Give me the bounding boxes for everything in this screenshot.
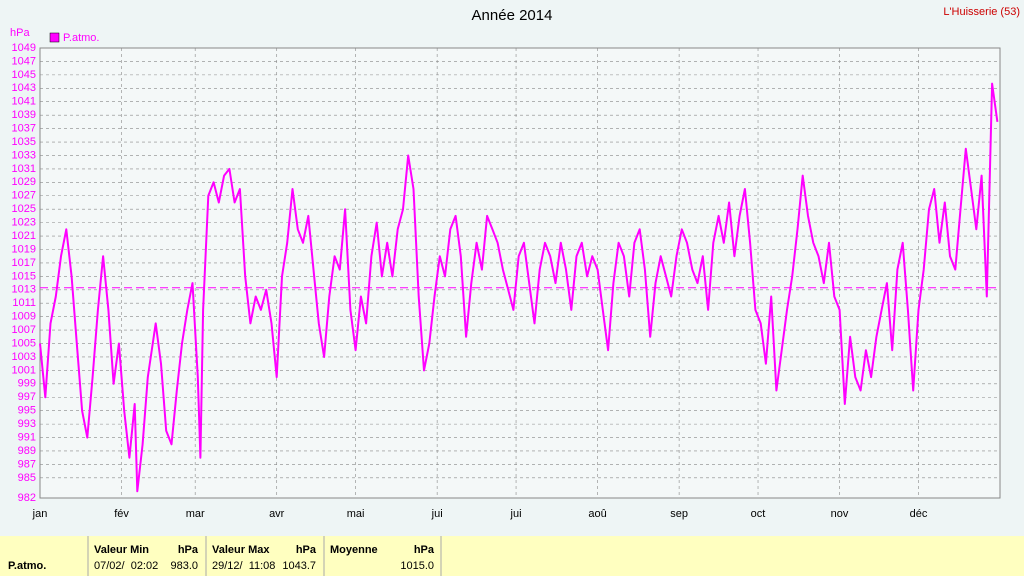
y-tick-label: 1023	[12, 217, 36, 229]
y-tick-label: 997	[18, 391, 36, 403]
y-tick-label: 989	[18, 445, 36, 457]
y-tick-label: 1007	[12, 324, 36, 336]
stats-value: 983.0	[170, 560, 198, 572]
y-tick-label: 1047	[12, 55, 36, 67]
y-tick-label: 999	[18, 378, 36, 390]
y-tick-label: 993	[18, 418, 36, 430]
station: L'Huisserie (53)	[943, 6, 1020, 18]
x-tick-label: sep	[670, 508, 688, 520]
x-tick-label: jan	[32, 508, 48, 520]
y-tick-label: 1029	[12, 176, 36, 188]
x-tick-label: mar	[186, 508, 205, 520]
data-line	[39, 82, 999, 493]
x-tick-label: fév	[114, 508, 129, 520]
y-tick-label: 1033	[12, 149, 36, 161]
y-tick-label: 1005	[12, 337, 36, 349]
x-tick-label: jui	[431, 508, 443, 520]
y-tick-label: 995	[18, 405, 36, 417]
y-tick-label: 1031	[12, 163, 36, 175]
stats-header: Moyenne	[330, 544, 378, 556]
stats-header: Valeur Min	[94, 544, 149, 556]
x-tick-label: oct	[751, 508, 766, 520]
y-tick-label: 985	[18, 472, 36, 484]
y-tick-label: 1019	[12, 243, 36, 255]
stats-value: 1043.7	[282, 560, 316, 572]
y-tick-label: 1041	[12, 96, 36, 108]
stats-unit: hPa	[296, 544, 317, 556]
y-axis-label: hPa	[10, 27, 30, 39]
y-tick-label: 1045	[12, 69, 36, 81]
stats-value: 1015.0	[400, 560, 434, 572]
x-tick-label: jui	[510, 508, 522, 520]
plot-area	[40, 48, 1000, 498]
legend-swatch	[49, 32, 60, 43]
x-tick-label: avr	[269, 508, 285, 520]
y-tick-label: 1027	[12, 190, 36, 202]
stats-header: Valeur Max	[212, 544, 270, 556]
stats-date: 07/02/ 02:02	[94, 560, 158, 572]
x-tick-label: aoû	[588, 508, 606, 520]
y-tick-label: 1003	[12, 351, 36, 363]
y-tick-label: 1043	[12, 82, 36, 94]
y-tick-label: 1021	[12, 230, 36, 242]
stats-unit: hPa	[414, 544, 435, 556]
y-tick-label: 1049	[12, 42, 36, 54]
y-tick-label: 991	[18, 431, 36, 443]
y-tick-label: 1009	[12, 311, 36, 323]
legend-label: P.atmo.	[63, 32, 100, 44]
y-tick-label: 1025	[12, 203, 36, 215]
y-tick-label: 1035	[12, 136, 36, 148]
y-tick-label: 987	[18, 458, 36, 470]
y-tick-label: 1001	[12, 364, 36, 376]
y-tick-label: 982	[18, 492, 36, 504]
y-tick-label: 1037	[12, 123, 36, 135]
stats-unit: hPa	[178, 544, 199, 556]
y-tick-label: 1011	[12, 297, 36, 309]
y-tick-label: 1039	[12, 109, 36, 121]
x-tick-label: mai	[347, 508, 365, 520]
y-tick-label: 1017	[12, 257, 36, 269]
y-tick-label: 1015	[12, 270, 36, 282]
stats-date: 29/12/ 11:08	[212, 560, 275, 572]
stats-row-label: P.atmo.	[8, 560, 46, 572]
y-tick-label: 1013	[12, 284, 36, 296]
x-tick-label: nov	[831, 508, 849, 520]
x-tick-label: déc	[910, 508, 928, 520]
chart-title: Année 2014	[472, 7, 553, 24]
plot-frame	[39, 47, 1001, 499]
stats-panel	[0, 536, 1024, 576]
